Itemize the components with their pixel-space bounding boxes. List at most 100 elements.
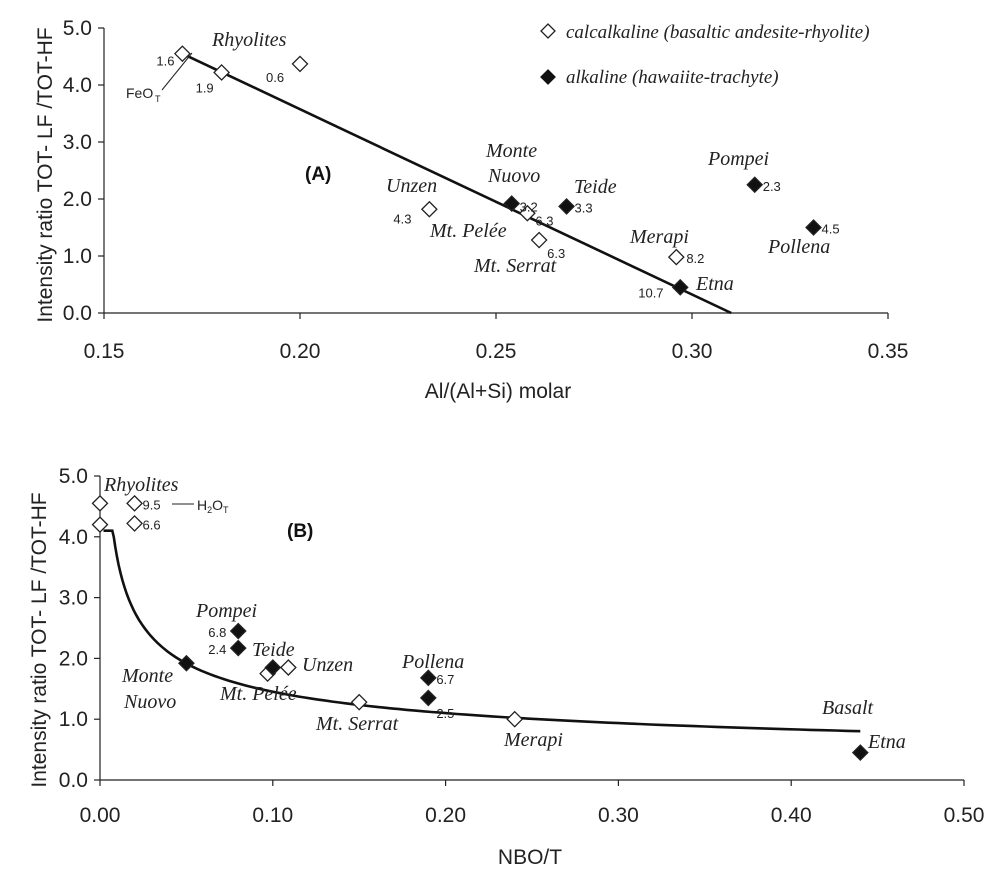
label-pelee-a: Mt. Pelée <box>429 220 507 242</box>
x-tick-label: 0.10 <box>252 804 293 827</box>
panel-a-points <box>173 45 822 296</box>
x-tick-label: 0.00 <box>80 804 121 827</box>
alkaline-point <box>177 654 195 672</box>
point-value-label: 6.8 <box>208 625 226 640</box>
label-etna-a: Etna <box>695 273 734 295</box>
label-monte-b2: Nuovo <box>123 691 176 713</box>
calcalkaline-point <box>291 55 309 73</box>
x-tick-label: 0.30 <box>672 340 713 363</box>
point-value-label: 6.7 <box>436 672 454 687</box>
calcalkaline-point <box>279 659 297 676</box>
x-tick-label: 0.15 <box>84 340 125 363</box>
panel-a-x-title: Al/(Al+Si) molar <box>425 380 571 403</box>
panel-b-value-labels: 9.5 6.6 6.8 2.4 6.7 2.5 <box>143 497 455 721</box>
alkaline-point <box>805 219 822 236</box>
panel-a-fit-line <box>181 52 732 315</box>
legend-filled-diamond <box>540 69 556 85</box>
panel-a: 0.0 1.0 2.0 3.0 4.0 5.0 0.15 0.20 0.25 0.30 0.35 1… <box>34 17 908 403</box>
panel-a-label: (A) <box>305 164 331 185</box>
x-tick-label: 0.20 <box>280 340 321 363</box>
label-teide-b: Teide <box>252 639 295 661</box>
label-feot: FeO T <box>126 52 193 104</box>
alkaline-point <box>229 639 247 657</box>
point-value-label: 6.3 <box>547 246 565 261</box>
calcalkaline-point <box>126 494 143 512</box>
alkaline-point <box>851 744 869 762</box>
y-tick-label: 2.0 <box>63 188 92 211</box>
point-value-label: 8.2 <box>686 251 704 266</box>
panel-b-x-title: NBO/T <box>498 846 562 869</box>
point-value-label: 3.3 <box>575 200 593 215</box>
y-tick-label: 5.0 <box>59 465 88 488</box>
calcalkaline-point <box>213 64 231 81</box>
panel-b-label: (B) <box>287 521 313 542</box>
point-value-label: 4.5 <box>822 222 840 237</box>
alkaline-point <box>671 278 689 296</box>
label-pompei-b: Pompei <box>195 600 257 622</box>
x-tick-label: 0.30 <box>598 804 639 827</box>
fit-curve <box>103 529 861 733</box>
label-monte-b1: Monte <box>121 665 173 687</box>
y-tick-label: 4.0 <box>63 74 92 97</box>
x-tick-label: 0.20 <box>425 804 466 827</box>
fit-line <box>181 52 732 315</box>
label-rhyolites: Rhyolites <box>211 29 287 51</box>
panel-a-y-title: Intensity ratio TOT- LF /TOT-HF <box>34 27 57 322</box>
point-value-label: 2.5 <box>436 706 454 721</box>
label-serrat-b: Mt. Serrat <box>315 713 399 735</box>
label-teide-a: Teide <box>574 176 617 198</box>
point-value-label: 0.6 <box>266 70 284 85</box>
panel-b-y-title: Intensity ratio TOT- LF /TOT-HF <box>28 492 51 787</box>
calcalkaline-point <box>173 45 191 63</box>
label-basalt-b: Basalt <box>822 697 874 719</box>
point-value-label: 9.5 <box>143 497 161 512</box>
alkaline-point <box>746 176 764 194</box>
y-tick-label: 4.0 <box>59 526 88 549</box>
calcalkaline-point <box>506 710 524 728</box>
calcalkaline-point <box>350 693 368 711</box>
calcalkaline-point <box>530 231 548 249</box>
alkaline-point <box>419 689 437 707</box>
alkaline-point <box>503 195 521 212</box>
point-value-label: 2.3 <box>763 179 781 194</box>
label-pollena-a: Pollena <box>767 236 830 258</box>
label-unzen-a: Unzen <box>386 175 437 197</box>
calcalkaline-point <box>91 494 109 512</box>
label-monte-a2: Nuovo <box>487 165 540 187</box>
label-feo: FeO <box>126 85 153 101</box>
panel-b-ticks: 0.0 1.0 2.0 3.0 4.0 5.0 0.00 0.10 0.20 0.30 0.40 0.… <box>59 465 985 827</box>
x-tick-label: 0.35 <box>868 340 909 363</box>
label-merapi-a: Merapi <box>629 226 689 248</box>
panel-b-points <box>91 494 869 762</box>
label-monte-a1: Monte <box>485 140 537 162</box>
calcalkaline-point <box>420 200 438 218</box>
legend-alkaline: alkaline (hawaiite-trachyte) <box>566 67 779 88</box>
alkaline-point <box>419 669 437 687</box>
y-tick-label: 5.0 <box>63 17 92 40</box>
panel-b-fit-curve <box>103 529 861 733</box>
y-tick-label: 0.0 <box>63 302 92 325</box>
calcalkaline-point <box>91 516 109 534</box>
label-h2o: H2OT <box>197 497 229 515</box>
y-tick-label: 1.0 <box>63 245 92 268</box>
y-tick-label: 0.0 <box>59 769 88 792</box>
calcalkaline-point <box>518 204 536 222</box>
panel-b: 0.0 1.0 2.0 3.0 4.0 5.0 0.00 0.10 0.20 0.30 0.40 0.… <box>28 465 984 869</box>
label-etna-b: Etna <box>867 731 906 753</box>
panel-a-ticks: 0.0 1.0 2.0 3.0 4.0 5.0 0.15 0.20 0.25 0.30 0.35 <box>63 17 909 363</box>
label-merapi-b: Merapi <box>503 729 563 751</box>
y-tick-label: 3.0 <box>63 131 92 154</box>
label-pollena-b: Pollena <box>401 651 464 673</box>
point-value-label: 4.3 <box>393 211 411 226</box>
label-unzen-b: Unzen <box>302 654 353 676</box>
point-value-label: 2.4 <box>208 642 226 657</box>
point-value-label: 6.6 <box>143 517 161 532</box>
calcalkaline-point <box>667 248 685 266</box>
point-value-label: 10.7 <box>638 285 663 300</box>
point-value-label: 6.3 <box>535 213 553 228</box>
point-value-label: 1.9 <box>196 80 214 95</box>
legend-open-diamond <box>540 23 556 39</box>
label-h2ot: H2OT <box>172 497 229 515</box>
label-feo-sub: T <box>155 94 161 104</box>
